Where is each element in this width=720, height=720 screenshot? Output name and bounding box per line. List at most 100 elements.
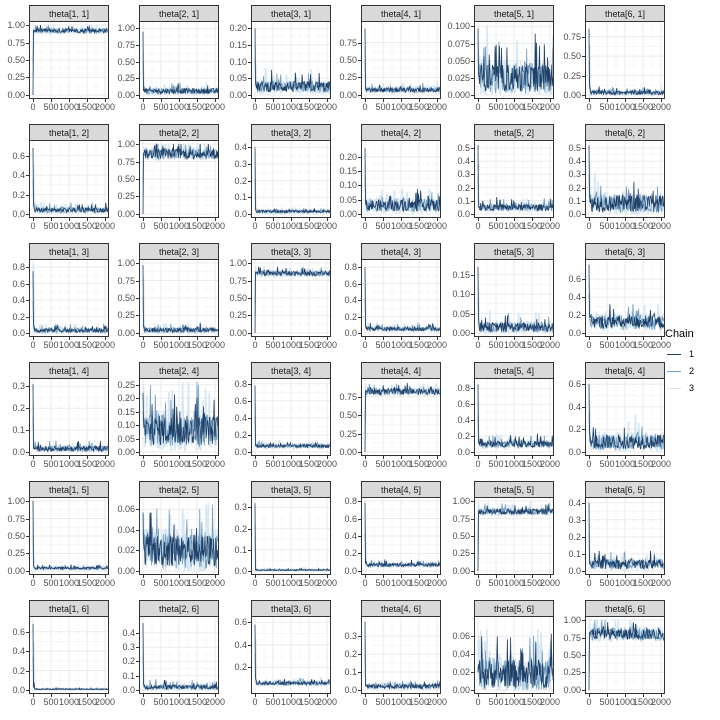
y-tick-label: 0.50	[229, 293, 247, 303]
trace-plot-area	[585, 616, 665, 694]
x-tick-label: 2000	[94, 697, 116, 707]
y-tick-mark	[26, 518, 29, 520]
x-tick-mark	[607, 456, 608, 459]
trace-plot-area	[139, 21, 219, 99]
y-tick-mark	[248, 400, 251, 402]
x-tick-label: 0	[586, 221, 592, 231]
y-tick-mark	[26, 536, 29, 537]
x-tick-label: 0	[252, 340, 258, 350]
x-tick-mark	[105, 337, 106, 340]
x-tick-label: 1500	[76, 578, 98, 588]
y-tick-label: 0.25	[7, 548, 25, 559]
x-tick-label: 1000	[614, 221, 636, 231]
y-tick-mark	[26, 300, 29, 302]
y-tick-label: 0.4	[122, 627, 135, 638]
facet-strip-label: theta[6, 2]	[585, 124, 665, 141]
trace-plot-area	[474, 140, 554, 218]
x-tick-mark	[532, 456, 533, 459]
x-tick-label: 500	[599, 459, 615, 469]
y-tick-label: 0.6	[12, 150, 25, 161]
trace-plot-area	[139, 259, 219, 337]
y-tick-label: 0.2	[344, 649, 357, 660]
y-tick-mark	[471, 654, 474, 656]
x-tick-mark	[532, 99, 533, 102]
x-tick-mark	[437, 456, 438, 459]
y-tick-label: 0.6	[234, 617, 247, 628]
trace-plot-area	[474, 616, 554, 694]
x-tick-label: 0	[30, 459, 36, 469]
y-tick-mark	[248, 434, 251, 436]
x-tick-mark	[273, 218, 274, 221]
y-tick-label: 1.00	[117, 258, 135, 269]
x-tick-mark	[532, 575, 533, 578]
legend-swatch-3	[667, 388, 681, 390]
x-tick-label: 2000	[539, 102, 561, 112]
x-tick-mark	[69, 337, 70, 340]
facet-strip-label: theta[5, 1]	[474, 5, 554, 22]
x-tick-label: 2000	[94, 221, 116, 231]
y-tick-mark	[471, 147, 474, 149]
x-tick-label: 0	[140, 340, 146, 350]
x-tick-mark	[589, 575, 590, 578]
y-tick-mark	[358, 94, 361, 96]
y-tick-mark	[358, 283, 361, 285]
y-tick-mark	[136, 315, 139, 317]
x-tick-mark	[197, 456, 198, 459]
x-tick-label: 1500	[632, 459, 654, 469]
y-tick-label: 0.75	[339, 391, 357, 402]
x-tick-mark	[437, 218, 438, 221]
y-tick-label: 0.6	[12, 626, 25, 637]
y-tick-label: 0.06	[452, 631, 470, 642]
x-tick-label: 1500	[298, 459, 320, 469]
y-tick-mark	[582, 174, 585, 176]
y-tick-mark	[26, 77, 29, 79]
y-tick-label: 0.8	[12, 262, 25, 273]
trace-plot-area	[251, 616, 331, 694]
y-tick-mark	[26, 501, 29, 503]
x-tick-label: 2000	[316, 697, 338, 707]
y-tick-mark	[248, 644, 251, 646]
y-tick-label: 0.6	[12, 278, 25, 289]
y-tick-label: 0.2	[457, 182, 470, 193]
legend-label: 3	[689, 383, 695, 393]
x-tick-label: 0	[362, 578, 368, 588]
x-tick-mark	[514, 694, 515, 697]
y-tick-label: 0.00	[452, 684, 470, 695]
y-tick-label: 0.20	[339, 151, 357, 162]
x-tick-mark	[589, 218, 590, 221]
y-tick-mark	[582, 279, 585, 281]
x-tick-mark	[105, 694, 106, 697]
x-tick-mark	[215, 218, 216, 221]
y-tick-label: 0.100	[447, 21, 470, 32]
x-tick-label: 1000	[614, 340, 636, 350]
y-tick-label: 0.3	[12, 381, 25, 392]
y-tick-label: 0.25	[117, 379, 135, 390]
y-tick-mark	[136, 213, 139, 215]
y-tick-label: 1.00	[117, 139, 135, 150]
y-tick-label: 1.00	[229, 258, 247, 269]
y-tick-label: 0.4	[457, 156, 470, 167]
x-tick-label: 0	[140, 578, 146, 588]
x-tick-label: 1500	[632, 102, 654, 112]
y-tick-label: 0.00	[117, 565, 135, 576]
facet-strip-label: theta[2, 5]	[139, 481, 219, 498]
x-tick-label: 1500	[521, 340, 543, 350]
y-tick-label: 0.4	[234, 142, 247, 153]
y-tick-mark	[26, 267, 29, 269]
x-tick-label: 2000	[426, 459, 448, 469]
y-tick-mark	[582, 570, 585, 572]
y-tick-mark	[582, 187, 585, 189]
y-tick-mark	[248, 332, 251, 334]
x-tick-label: 2000	[426, 578, 448, 588]
y-tick-label: 0.0	[457, 446, 470, 457]
x-tick-label: 1000	[614, 697, 636, 707]
y-tick-label: 0.50	[7, 531, 25, 541]
trace-plot-area	[29, 378, 109, 456]
y-tick-mark	[248, 78, 251, 80]
trace-plot-area	[251, 259, 331, 337]
facet-strip-label: theta[1, 6]	[29, 600, 109, 617]
y-tick-mark	[358, 267, 361, 269]
x-tick-mark	[215, 99, 216, 102]
trace-plot-area	[474, 378, 554, 456]
